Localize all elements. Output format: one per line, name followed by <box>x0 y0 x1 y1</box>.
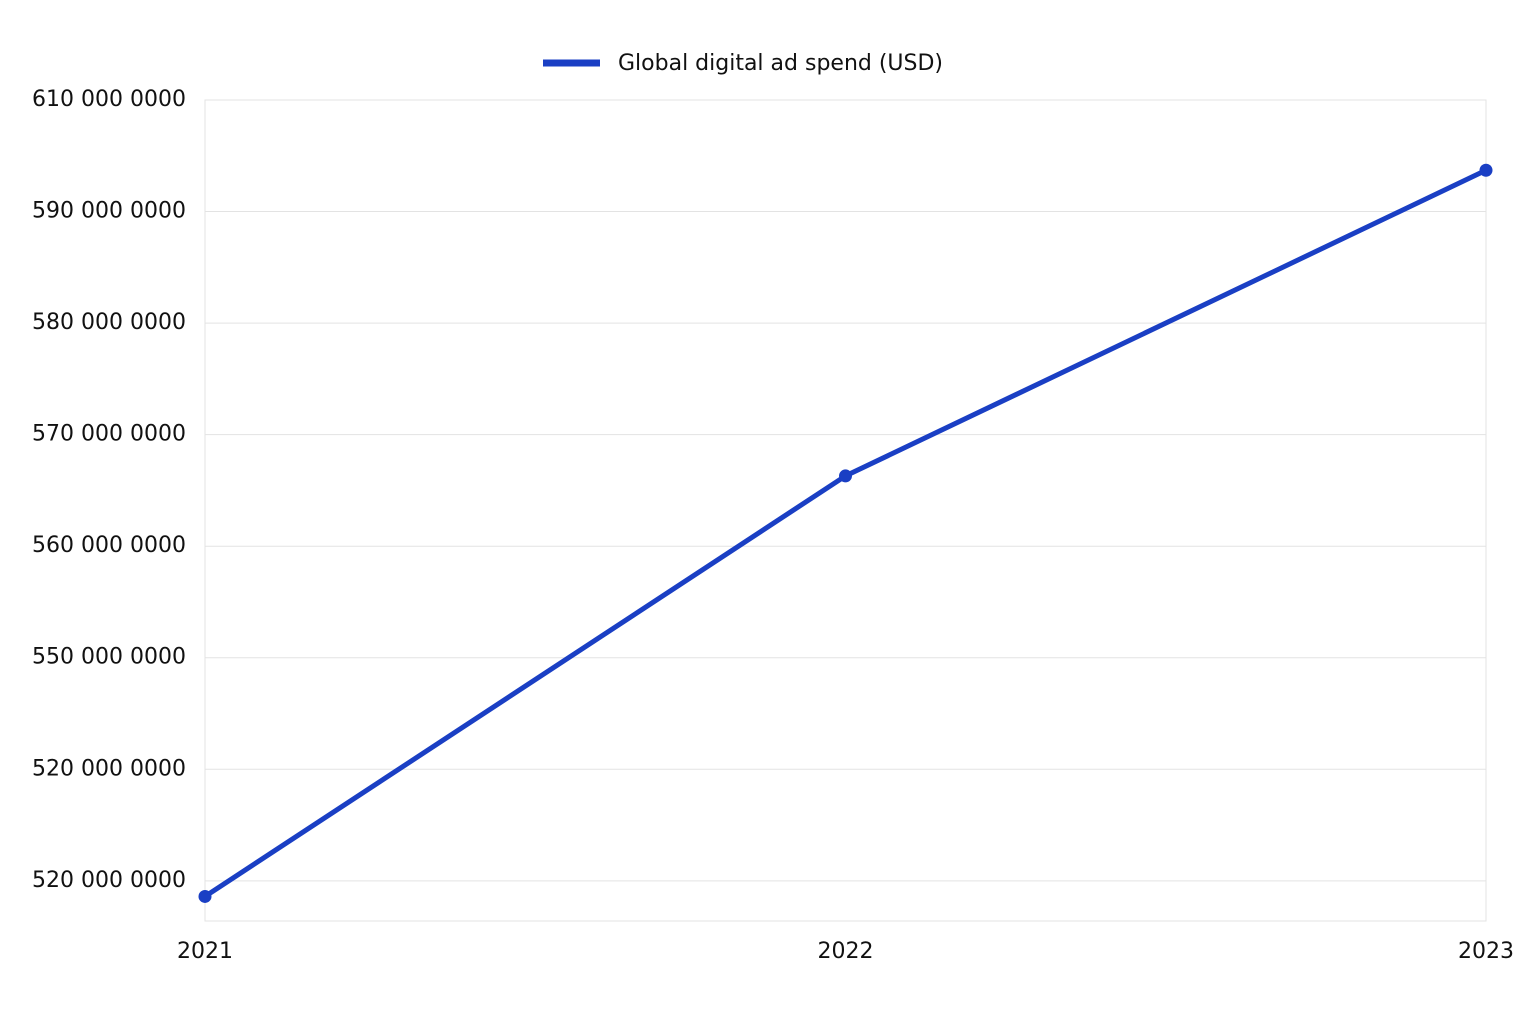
x-tick-label: 2022 <box>818 939 874 964</box>
data-point <box>839 469 852 483</box>
x-tick-label: 2023 <box>1458 939 1514 964</box>
y-tick-label: 610 000 0000 <box>32 87 186 112</box>
y-tick-label: 520 000 0000 <box>32 868 186 893</box>
y-tick-label: 550 000 0000 <box>32 645 186 670</box>
y-tick-label: 520 000 0000 <box>32 756 186 781</box>
y-tick-label: 570 000 0000 <box>32 422 186 447</box>
plot-frame <box>204 99 1487 922</box>
legend-label: Global digital ad spend (USD) <box>618 51 943 76</box>
data-point <box>1479 163 1493 177</box>
series-line <box>203 168 1488 899</box>
y-tick-label: 560 000 0000 <box>32 533 186 558</box>
y-tick-label: 580 000 0000 <box>32 310 186 335</box>
data-point <box>198 889 212 903</box>
y-tick-label: 590 000 0000 <box>32 199 186 224</box>
x-tick-label: 2021 <box>177 939 233 964</box>
